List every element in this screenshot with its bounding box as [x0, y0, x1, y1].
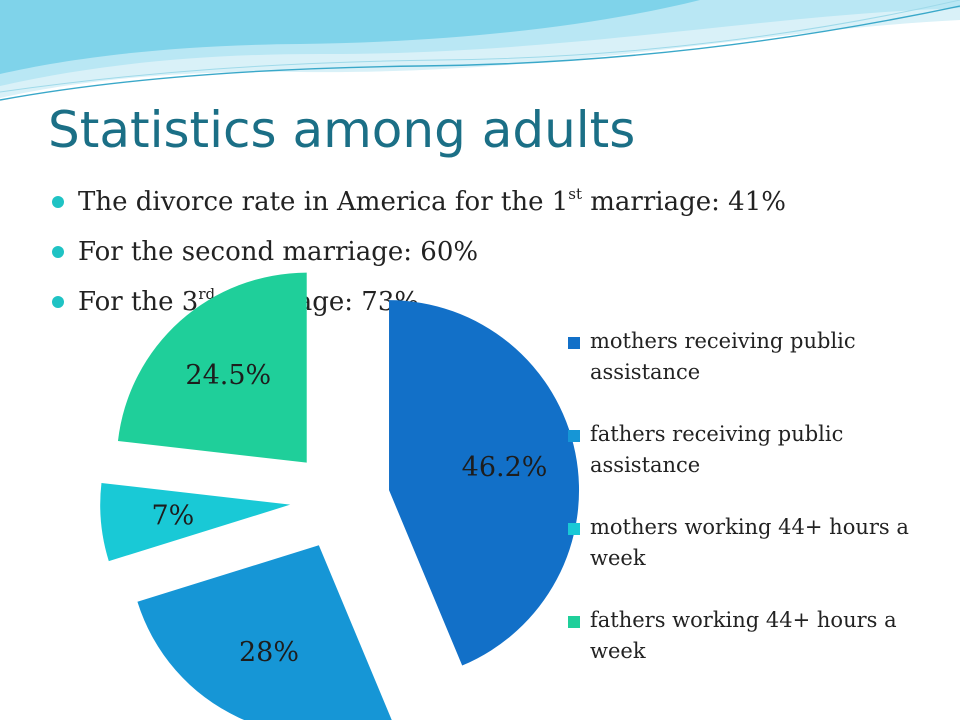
legend-item: fathers receiving public assistance: [568, 419, 928, 512]
legend-swatch: [568, 337, 580, 349]
legend-item: mothers working 44+ hours a week: [568, 512, 928, 605]
legend-swatch: [568, 616, 580, 628]
legend-label: fathers receiving public assistance: [590, 422, 844, 477]
bullet-text-sup: st: [568, 185, 583, 203]
pie-data-label: 28%: [239, 637, 299, 668]
pie-data-label: 46.2%: [462, 452, 548, 483]
pie-slice: [389, 300, 580, 666]
bullet-text-post: marriage: 41%: [582, 187, 786, 217]
bullet-text-sup: rd: [198, 285, 216, 303]
bullet-dot-icon: [52, 196, 64, 208]
bullet-dot-icon: [52, 246, 64, 258]
bullet-item: The divorce rate in America for the 1st …: [52, 182, 786, 232]
bullet-item: For the second marriage: 60%: [52, 232, 786, 282]
pie-slice: [117, 272, 307, 463]
bullet-text-pre: For the second marriage: 60%: [78, 237, 479, 267]
pie-slice: [137, 545, 392, 720]
legend-label: fathers working 44+ hours a week: [590, 608, 897, 663]
bullet-text-pre: The divorce rate in America for the 1: [78, 187, 569, 217]
slide-title: Statistics among adults: [48, 101, 636, 159]
pie-data-label: 24.5%: [185, 360, 271, 391]
pie-slice: [100, 482, 291, 562]
chart-legend: mothers receiving public assistance fath…: [568, 326, 928, 698]
legend-label: mothers receiving public assistance: [590, 329, 856, 384]
header-wave-decoration: [0, 0, 960, 101]
bullet-dot-icon: [52, 296, 64, 308]
legend-label: mothers working 44+ hours a week: [590, 515, 909, 570]
legend-item: fathers working 44+ hours a week: [568, 605, 928, 698]
pie-data-label: 7%: [152, 501, 195, 532]
legend-swatch: [568, 523, 580, 535]
bullet-text-pre: For the 3: [78, 287, 199, 317]
legend-item: mothers receiving public assistance: [568, 326, 928, 419]
legend-swatch: [568, 430, 580, 442]
